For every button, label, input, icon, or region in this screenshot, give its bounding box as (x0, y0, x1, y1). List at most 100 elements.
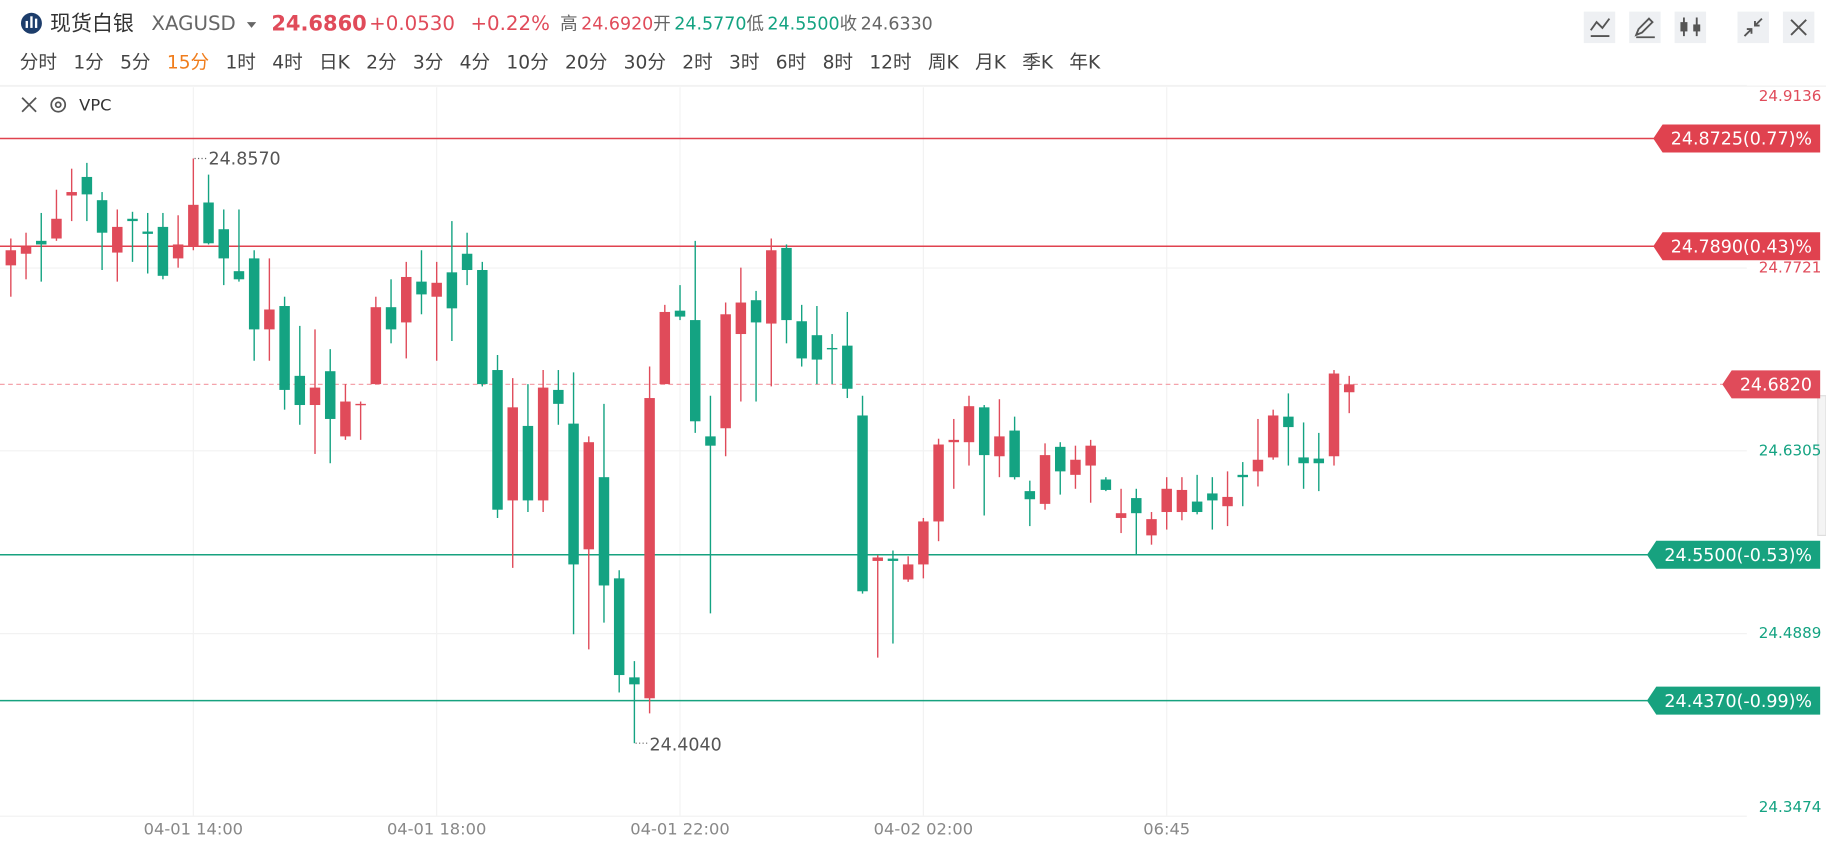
high-marker: 24.8570 (208, 150, 280, 170)
candle-body (20, 246, 32, 254)
timeframe-tab[interactable]: 季K (1022, 52, 1054, 73)
candle-body (994, 436, 1005, 457)
timeframe-tab[interactable]: 周K (928, 52, 960, 73)
candle-body (340, 401, 351, 437)
candle-body (842, 345, 853, 389)
x-tick-label: 04-01 18:00 (387, 819, 486, 838)
low-value: 24.5500 (767, 14, 839, 34)
shrink-icon (1743, 17, 1763, 37)
candle-body (1191, 501, 1203, 513)
candle-body (1328, 373, 1340, 457)
candle-body (1283, 416, 1294, 428)
price: 24.6860 (271, 11, 366, 35)
price-level-box (1653, 124, 1821, 153)
y-tick-label: 24.3474 (1759, 798, 1822, 816)
timeframe-tab[interactable]: 日K (319, 52, 351, 73)
candle-body (324, 371, 336, 419)
candle-body (720, 314, 731, 429)
candle-body (568, 423, 579, 565)
timeframe-tab[interactable]: 10分 (506, 52, 548, 73)
candle-body (933, 444, 944, 522)
instrument-symbol[interactable]: XAGUSD (151, 12, 235, 35)
timeframe-tab[interactable]: 2分 (366, 52, 396, 73)
y-tick-label: 24.7721 (1759, 259, 1822, 277)
candle-body (233, 271, 245, 280)
candle-body (735, 302, 747, 335)
timeframe-tab[interactable]: 2时 (682, 52, 712, 73)
candle-body (811, 335, 823, 360)
last-price-label: 24.6820 (1740, 376, 1812, 396)
candle-body (264, 309, 275, 330)
side-tab[interactable] (1817, 395, 1826, 536)
candle-body (157, 226, 169, 276)
timeframe-tab[interactable]: 5分 (120, 52, 150, 73)
candle-body (659, 311, 671, 385)
dropdown-arrow[interactable] (246, 22, 257, 28)
candle-body (66, 192, 77, 196)
timeframe-tab[interactable]: 4分 (460, 52, 490, 73)
candle-body (416, 281, 427, 295)
timeframe-tab[interactable]: 4时 (272, 52, 302, 73)
timeframe-tab[interactable]: 月K (975, 52, 1007, 73)
candle-body (203, 202, 214, 244)
timeframe-tab[interactable]: 3时 (729, 52, 759, 73)
draw-button[interactable] (1629, 11, 1661, 44)
timeframe-tab[interactable]: 15分 (167, 52, 209, 73)
instrument-name: 现货白银 (50, 11, 134, 35)
price-level-box (1646, 540, 1821, 569)
indicator-button[interactable] (1583, 11, 1616, 44)
candle-body (1039, 455, 1051, 504)
timeframe-tab[interactable]: 6时 (776, 52, 806, 73)
candle-body (127, 218, 138, 222)
x-tick-label: 04-02 02:00 (874, 819, 973, 838)
candle-body (218, 229, 229, 259)
candle-body (978, 407, 990, 456)
timeframe-tab[interactable]: 1分 (73, 52, 103, 73)
candle-body (401, 276, 412, 323)
candle-body (1024, 491, 1036, 500)
candle-body (370, 307, 382, 385)
timeframe-tab[interactable]: 1时 (225, 52, 255, 73)
chart-type-button[interactable] (1674, 11, 1707, 44)
timeframe-tab[interactable]: 20分 (565, 52, 607, 73)
candle-body (705, 436, 716, 446)
timeframe-tab[interactable]: 12时 (869, 52, 911, 73)
candle-body (1176, 489, 1188, 513)
price-level-label: 24.4370(-0.99)% (1664, 692, 1812, 712)
price-level-label: 24.7890(0.43)% (1671, 237, 1812, 257)
candle-body (294, 375, 306, 406)
candle-body (1131, 498, 1142, 514)
candle-body (674, 310, 686, 317)
high-value: 24.6920 (581, 14, 653, 34)
timeframe-tab[interactable]: 8时 (823, 52, 853, 73)
candle-body (492, 370, 503, 510)
timeframe-tab[interactable]: 30分 (624, 52, 666, 73)
candle-body (796, 321, 807, 359)
candle-body (5, 250, 17, 266)
candle-body (857, 415, 868, 592)
candle-body (507, 407, 518, 501)
candle-body (1146, 519, 1157, 536)
timeframe-tab[interactable]: 3分 (413, 52, 443, 73)
remove-indicator[interactable] (21, 97, 37, 113)
shrink-button[interactable] (1737, 11, 1769, 44)
candle-body (948, 439, 960, 443)
candle-body (629, 677, 640, 685)
price-level-box (1653, 232, 1821, 261)
candle-body (1252, 459, 1264, 472)
candle-body (51, 218, 62, 239)
high-label: 高 (560, 14, 577, 34)
y-tick-label: 24.4889 (1759, 624, 1822, 642)
close-value: 24.6330 (861, 14, 933, 34)
candle-body (1009, 430, 1020, 478)
close-label: 收 (840, 14, 857, 34)
settings-icon[interactable] (50, 96, 67, 113)
candle-body (1237, 474, 1248, 478)
timeframe-tab[interactable]: 年K (1069, 52, 1101, 73)
candle-body (1222, 496, 1233, 507)
candle-body (355, 403, 366, 406)
logo (20, 12, 42, 34)
candle-body (887, 558, 899, 561)
timeframe-tab[interactable]: 分时 (20, 52, 57, 73)
